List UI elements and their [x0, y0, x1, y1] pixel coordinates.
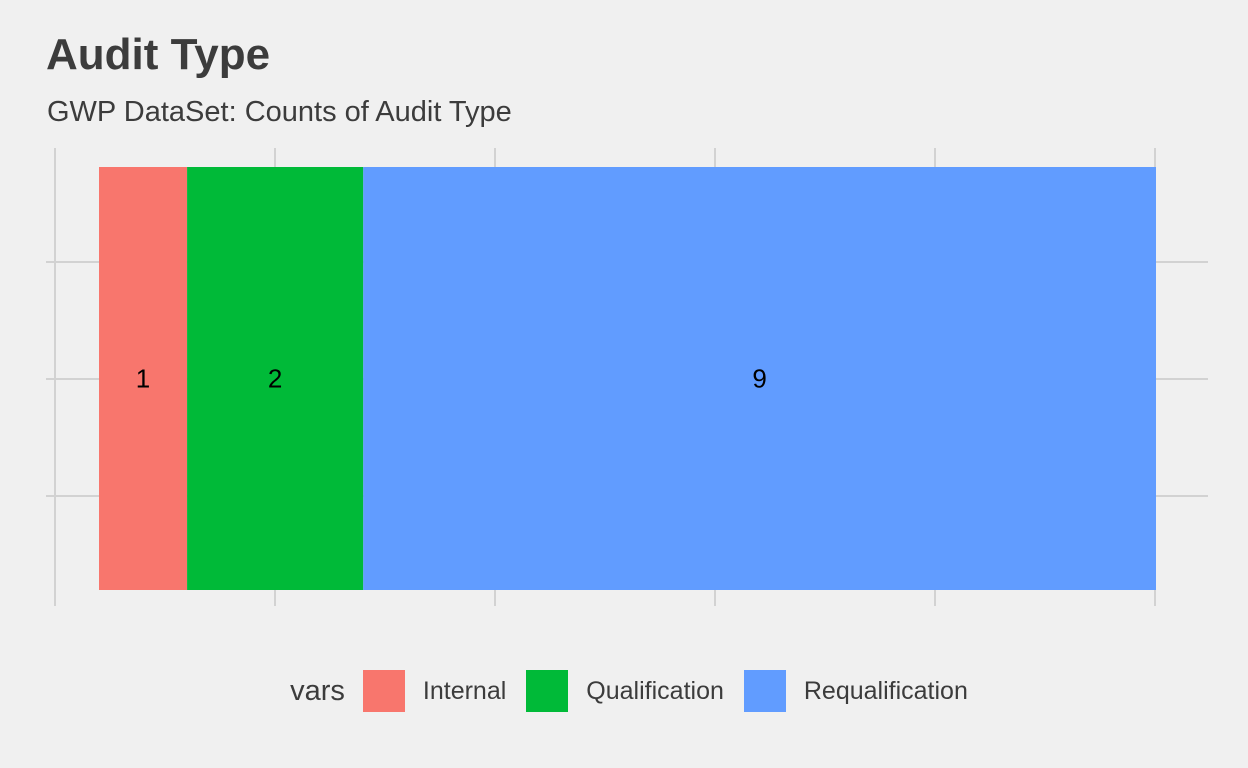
legend-title: vars — [290, 674, 345, 707]
bar-segment-qualification — [187, 167, 364, 590]
chart-subtitle: GWP DataSet: Counts of Audit Type — [47, 96, 512, 128]
legend-label-internal: Internal — [422, 676, 507, 705]
legend-label-requalification: Requalification — [803, 676, 968, 705]
data-label-internal: 1 — [136, 364, 150, 394]
legend: vars Internal Qualification Requalificat… — [0, 666, 1248, 716]
legend-label-qualification: Qualification — [586, 676, 724, 705]
data-label-requalification: 9 — [752, 364, 766, 394]
legend-swatch-internal — [362, 670, 405, 712]
bar-segment-internal — [99, 167, 188, 590]
data-label-qualification: 2 — [268, 364, 282, 394]
legend-swatch-qualification — [526, 670, 569, 712]
plot-area: 1 2 9 — [46, 148, 1208, 606]
legend-item-internal: Internal — [362, 670, 507, 712]
legend-swatch-requalification — [743, 670, 786, 712]
chart-title: Audit Type — [46, 30, 271, 79]
legend-item-qualification: Qualification — [526, 670, 724, 712]
bar-segment-requalification — [363, 167, 1156, 590]
legend-item-requalification: Requalification — [743, 670, 968, 712]
